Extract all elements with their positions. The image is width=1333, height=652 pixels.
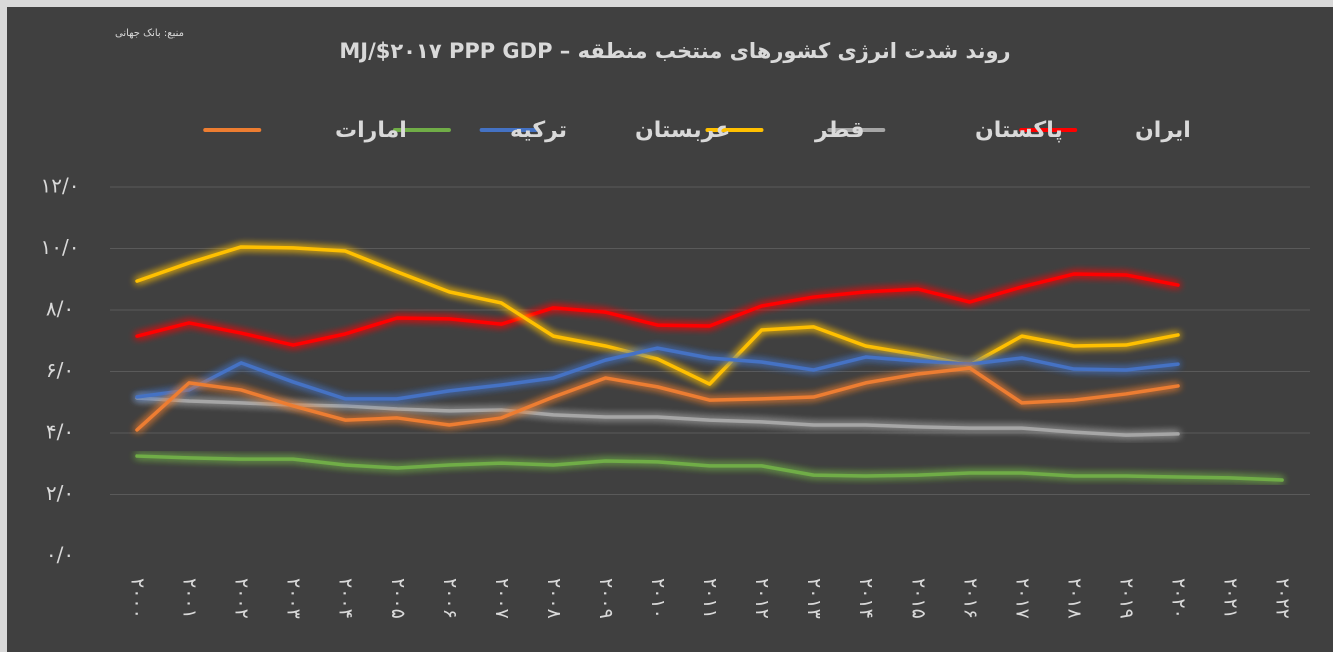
x-tick-label: ۲۰۰۴	[335, 578, 357, 619]
legend-label: قطر	[814, 118, 865, 143]
plot-background	[7, 7, 1333, 652]
series-line	[135, 366, 1180, 432]
x-tick-label: ۲۰۰۰	[127, 578, 149, 619]
x-tick-label: ۲۰۱۰	[647, 578, 669, 619]
y-tick-label: ۴/۰	[46, 420, 74, 444]
x-tick-label: ۲۰۰۷	[491, 578, 513, 619]
x-tick-label: ۲۰۱۱	[699, 578, 721, 619]
x-tick-label: ۲۰۰۳	[283, 578, 305, 619]
x-tick-label: ۲۰۱۲	[751, 578, 773, 619]
legend-label: ایران	[1135, 118, 1191, 143]
x-tick-label: ۲۰۰۹	[595, 578, 617, 619]
x-tick-label: ۲۰۱۴	[855, 578, 877, 619]
series-line	[135, 454, 1284, 482]
legend-label: عربستان	[635, 118, 730, 143]
legend-label: پاکستان	[975, 118, 1063, 143]
y-tick-label: ۸/۰	[46, 297, 74, 321]
x-tick-label: ۲۰۱۷	[1011, 578, 1033, 619]
legend-label: ترکیه	[510, 118, 567, 143]
x-tick-label: ۲۰۱۶	[959, 578, 981, 619]
x-tick-label: ۲۰۰۱	[179, 578, 201, 619]
y-tick-label: ۲/۰	[46, 481, 74, 505]
x-tick-label: ۲۰۰۶	[439, 578, 461, 619]
x-tick-label: ۲۰۲۰	[1168, 578, 1190, 619]
chart-title: روند شدت انرژی کشورهای منتخب منطقه – MJ/…	[339, 39, 1010, 63]
y-tick-label: ۰/۰	[46, 543, 74, 567]
x-tick-label: ۲۰۰۲	[231, 578, 253, 619]
y-tick-label: ۱۲/۰	[41, 174, 80, 198]
x-tick-label: ۲۰۱۵	[907, 578, 929, 619]
y-tick-label: ۱۰/۰	[41, 235, 80, 259]
series-line	[135, 346, 1180, 401]
x-tick-label: ۲۰۲۱	[1220, 578, 1242, 619]
x-tick-label: ۲۰۲۲	[1272, 578, 1294, 619]
x-tick-label: ۲۰۱۸	[1063, 578, 1085, 619]
y-tick-label: ۶/۰	[46, 358, 74, 382]
x-tick-label: ۲۰۰۸	[543, 578, 565, 619]
series-line	[135, 272, 1180, 347]
x-tick-label: ۲۰۱۹	[1115, 578, 1137, 619]
series-line	[135, 396, 1180, 437]
legend-label: امارات	[335, 118, 407, 143]
source-note: منبع: بانک جهانی	[115, 28, 184, 39]
series-line	[135, 245, 1180, 386]
x-tick-label: ۲۰۰۵	[387, 578, 409, 619]
x-tick-label: ۲۰۱۳	[803, 578, 825, 619]
